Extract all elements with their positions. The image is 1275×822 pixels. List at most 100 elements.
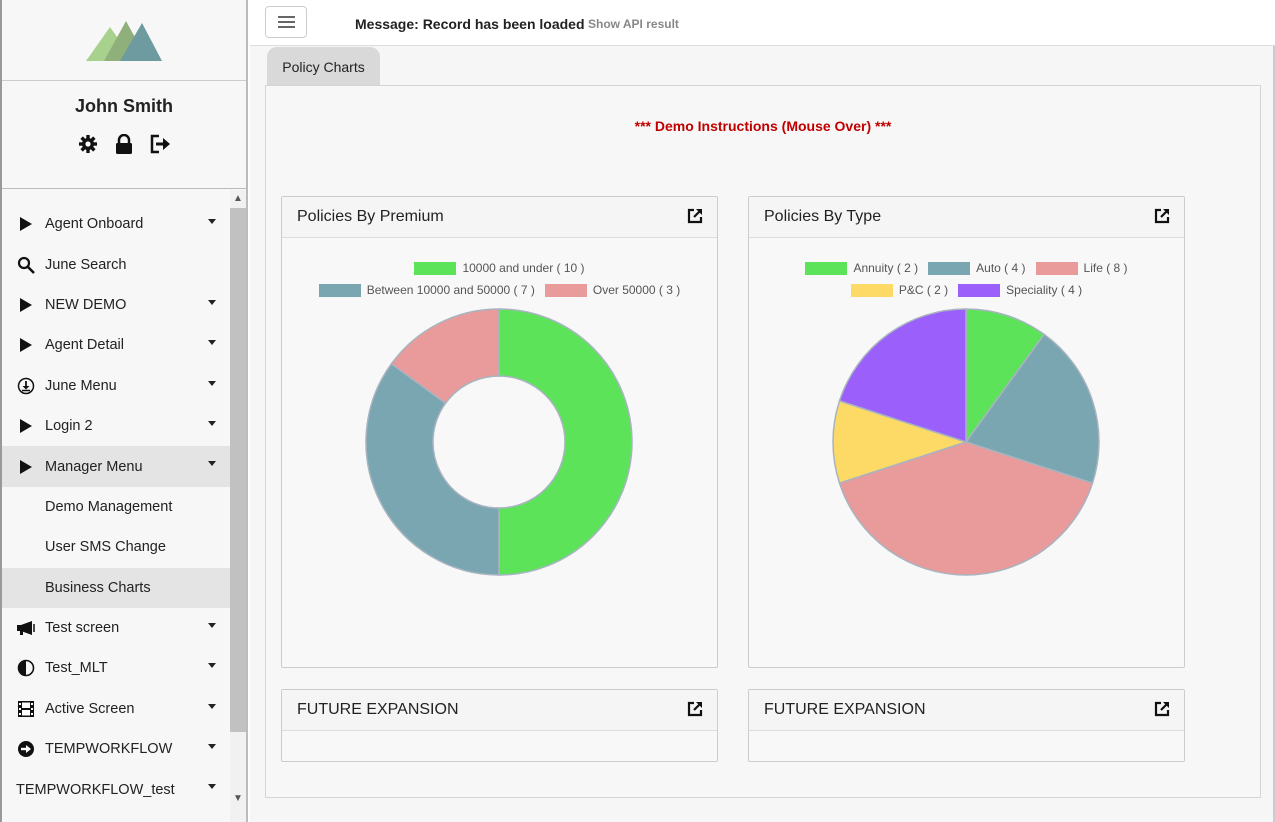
menu-item-label: User SMS Change bbox=[45, 539, 166, 556]
status-message: Message: Record has been loaded bbox=[355, 16, 585, 32]
pie-slice-p-c[interactable] bbox=[832, 399, 969, 485]
lock-icon[interactable] bbox=[113, 133, 135, 155]
half-circle-icon bbox=[16, 658, 36, 678]
demo-instructions[interactable]: *** Demo Instructions (Mouse Over) *** bbox=[634, 118, 892, 134]
legend-swatch bbox=[805, 261, 848, 275]
legend-label: Life ( 8 ) bbox=[1083, 261, 1128, 275]
logout-icon[interactable] bbox=[149, 133, 171, 155]
caret-down-icon bbox=[208, 420, 216, 426]
tab-policy-charts[interactable]: Policy Charts bbox=[267, 47, 380, 86]
menu-item-test-screen[interactable]: Test screen bbox=[2, 608, 230, 648]
legend-label: Speciality ( 4 ) bbox=[1006, 283, 1083, 297]
menu-item-label: TEMPWORKFLOW_test bbox=[16, 781, 175, 798]
menu-item-test-mlt[interactable]: Test_MLT bbox=[2, 648, 230, 688]
legend-swatch bbox=[414, 261, 457, 275]
card-title: FUTURE EXPANSION bbox=[764, 701, 926, 718]
menu-item-login-2[interactable]: Login 2 bbox=[2, 406, 230, 446]
card-future-expansion-2: FUTURE EXPANSION bbox=[748, 689, 1185, 762]
user-name: John Smith bbox=[75, 96, 173, 116]
chart-legend-row-2: P&C ( 2 ) Speciality ( 4 ) bbox=[749, 283, 1184, 297]
pie-slice-life[interactable] bbox=[838, 441, 1094, 576]
card-policies-by-type: Policies By Type Annuity ( 2 ) Auto ( 4 … bbox=[748, 196, 1185, 668]
play-icon bbox=[16, 416, 36, 436]
card-future-expansion-1: FUTURE EXPANSION bbox=[281, 689, 718, 762]
show-api-result-link[interactable]: Show API result bbox=[588, 17, 679, 31]
submenu-item-user-sms-change[interactable]: User SMS Change bbox=[2, 527, 230, 567]
menu-item-label: Demo Management bbox=[45, 498, 173, 515]
card-title: Policies By Type bbox=[764, 208, 882, 225]
menu-item-june-menu[interactable]: June Menu bbox=[2, 366, 230, 406]
play-icon bbox=[16, 295, 36, 315]
legend-label: Annuity ( 2 ) bbox=[853, 261, 919, 275]
menu-item-agent-detail[interactable]: Agent Detail bbox=[2, 325, 230, 365]
card-title: Policies By Premium bbox=[297, 208, 444, 225]
external-link-icon[interactable] bbox=[1154, 701, 1170, 717]
pie-slice-between-10000-and-50000[interactable] bbox=[365, 362, 500, 576]
legend-label: P&C ( 2 ) bbox=[898, 283, 949, 297]
menu-item-active-screen[interactable]: Active Screen bbox=[2, 689, 230, 729]
main-content: Policy Charts *** Demo Instructions (Mou… bbox=[250, 46, 1275, 822]
legend-swatch bbox=[958, 283, 1001, 297]
pie-slice-annuity[interactable] bbox=[965, 308, 1046, 445]
menu-item-label: Agent Onboard bbox=[45, 216, 144, 233]
top-bar: Message: Record has been loaded Show API… bbox=[250, 0, 1275, 46]
caret-down-icon bbox=[208, 622, 216, 628]
chart-legend-row-1: Annuity ( 2 ) Auto ( 4 ) Life ( 8 ) bbox=[749, 261, 1184, 275]
search-icon bbox=[16, 255, 36, 275]
download-circle-icon bbox=[16, 376, 36, 396]
sidebar-scrollbar[interactable]: ▲ ▼ bbox=[230, 190, 246, 822]
pie-slice-10000-and-under[interactable] bbox=[498, 308, 633, 576]
submenu-item-demo-management[interactable]: Demo Management bbox=[2, 487, 230, 527]
menu-item-label: June Search bbox=[45, 256, 127, 273]
play-icon bbox=[16, 214, 36, 234]
caret-down-icon bbox=[208, 219, 216, 224]
caret-down-icon bbox=[208, 340, 216, 346]
hamburger-menu-button[interactable] bbox=[265, 6, 307, 38]
caret-down-icon bbox=[208, 461, 216, 467]
pie-slice-auto[interactable] bbox=[964, 333, 1100, 485]
play-icon bbox=[16, 457, 36, 477]
chart-legend-row-2: Between 10000 and 50000 ( 7 ) Over 50000… bbox=[282, 283, 717, 297]
scroll-down-arrow-icon[interactable]: ▼ bbox=[233, 792, 243, 804]
legend-swatch bbox=[928, 261, 971, 275]
menu-item-manager-menu[interactable]: Manager Menu bbox=[2, 446, 230, 487]
pie-slice-over-50000[interactable] bbox=[390, 308, 500, 405]
legend-swatch bbox=[544, 283, 587, 297]
tab-panel: *** Demo Instructions (Mouse Over) *** P… bbox=[265, 85, 1261, 798]
settings-gear-icon[interactable] bbox=[77, 133, 99, 155]
menu-item-tempworkflow[interactable]: TEMPWORKFLOW bbox=[2, 729, 230, 769]
scroll-up-arrow-icon[interactable]: ▲ bbox=[233, 192, 243, 204]
caret-down-icon bbox=[208, 744, 216, 750]
chart-legend-row-1: 10000 and under ( 10 ) bbox=[282, 261, 717, 275]
film-icon bbox=[16, 699, 36, 719]
external-link-icon[interactable] bbox=[1154, 208, 1170, 224]
pie-chart-type bbox=[832, 308, 1100, 576]
legend-label: Over 50000 ( 3 ) bbox=[592, 283, 681, 297]
menu-item-label: Test_MLT bbox=[45, 660, 108, 677]
company-logo bbox=[86, 21, 162, 61]
legend-swatch bbox=[850, 283, 893, 297]
legend-label: 10000 and under ( 10 ) bbox=[462, 261, 585, 275]
menu-item-tempworkflow-test[interactable]: TEMPWORKFLOW_test bbox=[2, 769, 230, 809]
caret-down-icon bbox=[208, 299, 216, 305]
card-title: FUTURE EXPANSION bbox=[297, 701, 459, 718]
pie-slice-speciality[interactable] bbox=[838, 308, 967, 444]
legend-swatch bbox=[318, 283, 361, 297]
menu-item-label: Manager Menu bbox=[45, 458, 143, 475]
scroll-thumb[interactable] bbox=[230, 208, 246, 732]
logo-area bbox=[2, 0, 246, 81]
arrow-circle-icon bbox=[16, 739, 36, 759]
menu-item-label: Test screen bbox=[45, 620, 120, 637]
external-link-icon[interactable] bbox=[687, 701, 703, 717]
menu-item-agent-onboard[interactable]: Agent Onboard bbox=[2, 204, 230, 244]
megaphone-icon bbox=[16, 618, 36, 638]
donut-chart-premium bbox=[365, 308, 633, 576]
user-panel: John Smith bbox=[2, 81, 246, 189]
external-link-icon[interactable] bbox=[687, 208, 703, 224]
menu-item-june-search[interactable]: June Search bbox=[2, 244, 230, 284]
menu-item-new-demo[interactable]: NEW DEMO bbox=[2, 285, 230, 325]
menu-item-label: NEW DEMO bbox=[45, 296, 127, 313]
menu-item-label: Business Charts bbox=[45, 579, 151, 596]
legend-label: Auto ( 4 ) bbox=[976, 261, 1026, 275]
submenu-item-business-charts[interactable]: Business Charts bbox=[2, 567, 230, 608]
